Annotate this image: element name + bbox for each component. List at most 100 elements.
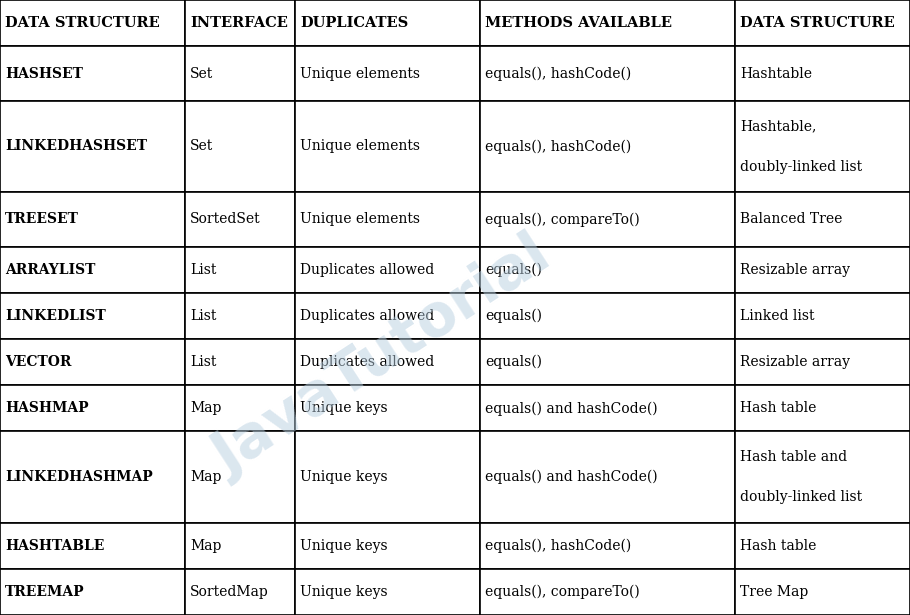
Bar <box>295 293 480 339</box>
Bar <box>185 293 295 339</box>
Text: equals(), compareTo(): equals(), compareTo() <box>485 585 640 599</box>
Text: TREESET: TREESET <box>5 212 79 226</box>
Bar <box>295 523 480 569</box>
Text: Duplicates allowed: Duplicates allowed <box>300 355 434 369</box>
Bar <box>295 46 480 101</box>
Text: Set: Set <box>190 66 213 81</box>
Bar <box>295 0 480 46</box>
Text: HASHTABLE: HASHTABLE <box>5 539 105 553</box>
Bar <box>0 293 185 339</box>
Bar <box>185 192 295 247</box>
Text: equals(): equals() <box>485 263 542 277</box>
Text: Hashtable: Hashtable <box>740 66 812 81</box>
Bar <box>480 101 735 192</box>
Text: Set: Set <box>190 140 213 154</box>
Bar <box>295 385 480 432</box>
Bar <box>735 247 910 293</box>
Text: Map: Map <box>190 402 221 415</box>
Text: Linked list: Linked list <box>740 309 814 323</box>
Text: Duplicates allowed: Duplicates allowed <box>300 309 434 323</box>
Text: Unique elements: Unique elements <box>300 66 420 81</box>
Bar <box>480 523 735 569</box>
Text: doubly-linked list: doubly-linked list <box>740 159 862 173</box>
Bar <box>735 385 910 432</box>
Text: Map: Map <box>190 470 221 484</box>
Bar <box>185 569 295 615</box>
Text: equals() and hashCode(): equals() and hashCode() <box>485 470 658 484</box>
Bar <box>185 101 295 192</box>
Text: List: List <box>190 355 217 369</box>
Bar <box>735 101 910 192</box>
Bar <box>185 339 295 385</box>
Bar <box>295 569 480 615</box>
Text: HASHSET: HASHSET <box>5 66 83 81</box>
Text: Unique keys: Unique keys <box>300 470 388 484</box>
Text: Resizable array: Resizable array <box>740 263 850 277</box>
Bar <box>480 432 735 523</box>
Bar <box>185 523 295 569</box>
Text: equals(), hashCode(): equals(), hashCode() <box>485 539 632 553</box>
Bar <box>185 385 295 432</box>
Text: Resizable array: Resizable array <box>740 355 850 369</box>
Bar <box>480 192 735 247</box>
Text: JavaTutorial: JavaTutorial <box>203 227 561 486</box>
Text: Balanced Tree: Balanced Tree <box>740 212 843 226</box>
Bar <box>0 192 185 247</box>
Text: equals(), compareTo(): equals(), compareTo() <box>485 212 640 226</box>
Text: List: List <box>190 309 217 323</box>
Text: DUPLICATES: DUPLICATES <box>300 16 409 30</box>
Bar <box>0 46 185 101</box>
Text: LINKEDLIST: LINKEDLIST <box>5 309 106 323</box>
Text: METHODS AVAILABLE: METHODS AVAILABLE <box>485 16 672 30</box>
Bar <box>735 432 910 523</box>
Text: equals(), hashCode(): equals(), hashCode() <box>485 66 632 81</box>
Text: Duplicates allowed: Duplicates allowed <box>300 263 434 277</box>
Bar <box>295 339 480 385</box>
Bar <box>735 192 910 247</box>
Text: Unique keys: Unique keys <box>300 585 388 599</box>
Bar <box>0 0 185 46</box>
Text: Unique keys: Unique keys <box>300 402 388 415</box>
Text: VECTOR: VECTOR <box>5 355 71 369</box>
Bar <box>0 432 185 523</box>
Text: HASHMAP: HASHMAP <box>5 402 88 415</box>
Bar <box>185 0 295 46</box>
Text: SortedMap: SortedMap <box>190 585 268 599</box>
Text: DATA STRUCTURE: DATA STRUCTURE <box>5 16 160 30</box>
Text: Map: Map <box>190 539 221 553</box>
Bar <box>735 293 910 339</box>
Text: DATA STRUCTURE: DATA STRUCTURE <box>740 16 895 30</box>
Text: Unique elements: Unique elements <box>300 212 420 226</box>
Text: equals(): equals() <box>485 355 542 370</box>
Bar <box>480 46 735 101</box>
Text: Hash table: Hash table <box>740 539 816 553</box>
Bar <box>295 192 480 247</box>
Text: equals(), hashCode(): equals(), hashCode() <box>485 139 632 154</box>
Bar <box>480 293 735 339</box>
Bar <box>0 101 185 192</box>
Text: TREEMAP: TREEMAP <box>5 585 85 599</box>
Text: List: List <box>190 263 217 277</box>
Bar <box>480 339 735 385</box>
Text: LINKEDHASHMAP: LINKEDHASHMAP <box>5 470 153 484</box>
Bar <box>735 0 910 46</box>
Bar <box>0 569 185 615</box>
Text: equals() and hashCode(): equals() and hashCode() <box>485 401 658 416</box>
Bar <box>295 247 480 293</box>
Text: INTERFACE: INTERFACE <box>190 16 288 30</box>
Bar <box>0 339 185 385</box>
Text: Hashtable,: Hashtable, <box>740 119 816 133</box>
Text: Unique elements: Unique elements <box>300 140 420 154</box>
Bar <box>480 385 735 432</box>
Bar <box>185 247 295 293</box>
Bar <box>735 339 910 385</box>
Text: ARRAYLIST: ARRAYLIST <box>5 263 96 277</box>
Bar <box>735 569 910 615</box>
Bar <box>185 46 295 101</box>
Bar <box>0 523 185 569</box>
Bar <box>185 432 295 523</box>
Text: Unique keys: Unique keys <box>300 539 388 553</box>
Bar <box>480 247 735 293</box>
Bar <box>735 46 910 101</box>
Text: doubly-linked list: doubly-linked list <box>740 490 862 504</box>
